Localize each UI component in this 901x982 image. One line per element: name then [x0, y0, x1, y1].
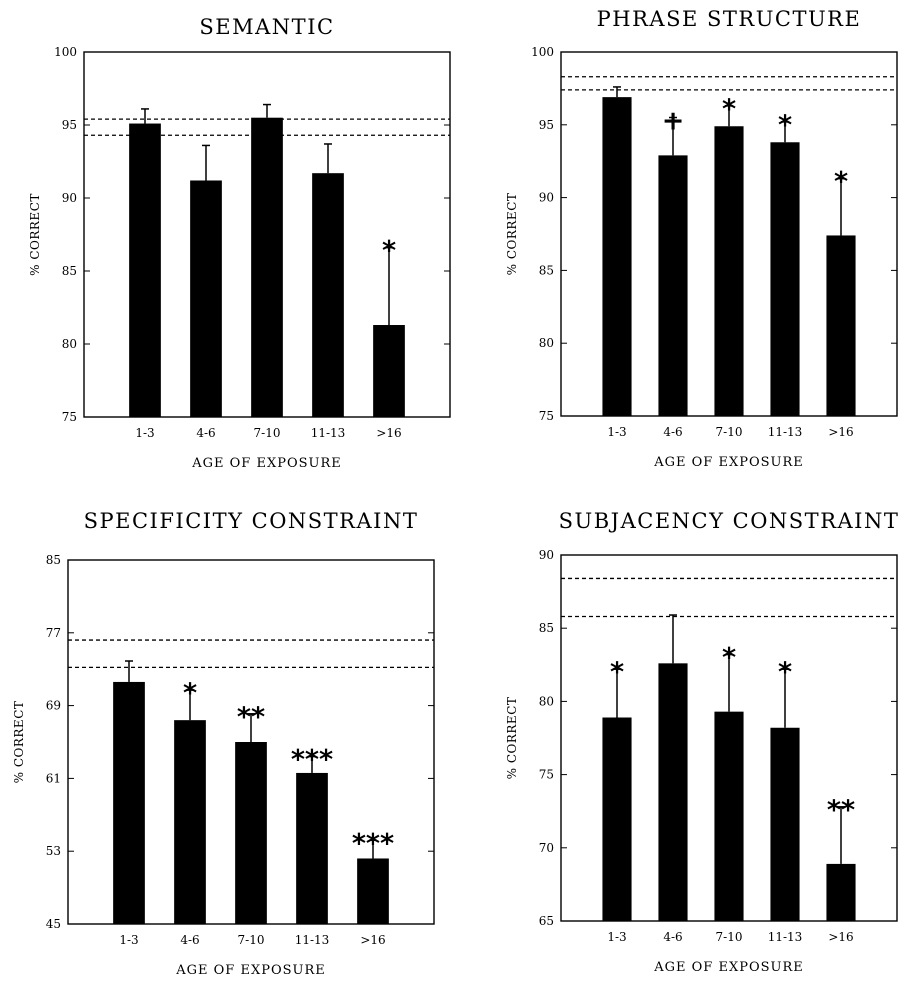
- y-tick-label: 61: [46, 771, 61, 785]
- bar: [658, 663, 688, 921]
- y-tick-label: 90: [539, 191, 554, 205]
- x-axis-label: AGE OF EXPOSURE: [653, 455, 804, 470]
- y-tick-label: 75: [539, 409, 554, 423]
- x-tick-label: >16: [828, 425, 853, 439]
- bar: [658, 155, 688, 416]
- bar: [602, 717, 632, 921]
- significance-marker: *: [183, 678, 197, 709]
- y-tick-label: 80: [539, 336, 554, 350]
- bar: [373, 325, 405, 417]
- x-tick-label: 7-10: [716, 930, 743, 944]
- significance-marker: *: [722, 94, 736, 125]
- y-tick-label: 69: [46, 699, 61, 713]
- y-tick-label: 85: [62, 264, 77, 278]
- x-tick-label: 11-13: [295, 933, 330, 947]
- x-axis-label: AGE OF EXPOSURE: [191, 456, 342, 471]
- chart-title: SUBJACENCY CONSTRAINT: [559, 509, 900, 533]
- y-tick-label: 80: [539, 694, 554, 708]
- chart-title: PHRASE STRUCTURE: [597, 7, 862, 31]
- chart-title: SEMANTIC: [199, 15, 334, 39]
- y-axis-label: % CORRECT: [12, 701, 26, 784]
- x-axis-label: AGE OF EXPOSURE: [175, 963, 326, 977]
- bar: [190, 180, 222, 417]
- x-tick-label: 4-6: [196, 426, 215, 440]
- bar: [714, 126, 744, 417]
- significance-marker: *: [722, 643, 736, 674]
- bar: [296, 772, 328, 924]
- x-tick-label: 7-10: [238, 933, 265, 947]
- y-tick-label: 45: [46, 917, 61, 931]
- chart-panel-3: SPECIFICITY CONSTRAINT*********455361697…: [12, 509, 435, 978]
- x-tick-label: 4-6: [180, 933, 199, 947]
- x-tick-label: 1-3: [607, 425, 626, 439]
- y-tick-label: 100: [531, 45, 554, 59]
- significance-marker: *: [778, 657, 792, 688]
- plot-frame: [67, 559, 435, 925]
- bar: [357, 858, 389, 924]
- significance-marker: *: [610, 657, 624, 688]
- y-axis-label: % CORRECT: [505, 697, 519, 780]
- y-tick-label: 95: [539, 118, 554, 132]
- y-tick-label: 100: [54, 45, 77, 59]
- bar: [235, 742, 267, 924]
- y-tick-label: 85: [46, 553, 61, 567]
- x-tick-label: 4-6: [663, 930, 682, 944]
- y-axis-label: % CORRECT: [505, 193, 519, 276]
- chart-panel-2: PHRASE STRUCTURE + * * * 75 80 85 90 95 100 1-3 4-6 7…: [505, 7, 898, 470]
- x-tick-label: 11-13: [311, 426, 346, 440]
- significance-marker: *: [778, 110, 792, 141]
- y-tick-label: 85: [539, 263, 554, 277]
- x-tick-label: 4-6: [663, 425, 682, 439]
- significance-marker: **: [827, 795, 855, 826]
- bar: [770, 727, 800, 921]
- x-tick-label: 7-10: [254, 426, 281, 440]
- y-tick-label: 85: [539, 621, 554, 635]
- x-axis-label: AGE OF EXPOSURE: [653, 960, 804, 975]
- x-tick-label: 1-3: [119, 933, 138, 947]
- y-tick-label: 75: [539, 768, 554, 782]
- chart-title: SPECIFICITY CONSTRAINT: [84, 509, 419, 533]
- x-tick-label: >16: [360, 933, 385, 947]
- y-tick-label: 65: [539, 914, 554, 928]
- chart-panel-1: SEMANTIC * 75 80 85 90 95 100 1-3 4-6 7-10 11-13 >16…: [28, 15, 451, 471]
- y-tick-label: 70: [539, 841, 554, 855]
- x-tick-label: 11-13: [768, 425, 803, 439]
- bar: [129, 123, 161, 417]
- y-tick-label: 77: [46, 626, 61, 640]
- bar: [312, 173, 344, 417]
- y-tick-label: 95: [62, 118, 77, 132]
- y-axis-label: % CORRECT: [28, 193, 42, 276]
- y-tick-label: 53: [46, 844, 61, 858]
- significance-marker: *: [834, 167, 848, 198]
- bar: [602, 97, 632, 417]
- y-tick-label: 80: [62, 337, 77, 351]
- x-tick-label: 11-13: [768, 930, 803, 944]
- y-tick-label: 75: [62, 410, 77, 424]
- bar: [770, 142, 800, 416]
- x-tick-label: >16: [376, 426, 401, 440]
- bar: [826, 863, 856, 921]
- significance-marker: **: [237, 702, 265, 733]
- significance-marker: ***: [291, 745, 333, 776]
- bar: [113, 681, 145, 924]
- y-tick-label: 90: [539, 548, 554, 562]
- plot-frame: [560, 51, 898, 417]
- x-tick-label: 7-10: [716, 425, 743, 439]
- bar: [714, 711, 744, 921]
- chart-panel-4: SUBJACENCY CONSTRAINT* * ***6570758085901-…: [505, 509, 900, 975]
- significance-marker: ***: [352, 828, 394, 859]
- y-tick-label: 90: [62, 191, 77, 205]
- x-tick-label: >16: [828, 930, 853, 944]
- x-tick-label: 1-3: [607, 930, 626, 944]
- significance-marker: *: [382, 236, 396, 267]
- plot-frame: [560, 554, 898, 922]
- significance-marker: +: [662, 106, 685, 137]
- bar: [251, 117, 283, 417]
- bar: [174, 720, 206, 924]
- bar: [826, 235, 856, 416]
- x-tick-label: 1-3: [135, 426, 154, 440]
- plot-frame: [83, 51, 451, 418]
